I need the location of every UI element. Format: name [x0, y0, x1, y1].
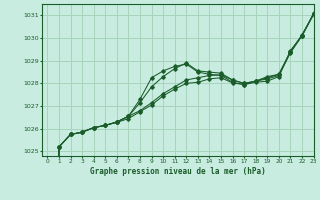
- X-axis label: Graphe pression niveau de la mer (hPa): Graphe pression niveau de la mer (hPa): [90, 167, 266, 176]
